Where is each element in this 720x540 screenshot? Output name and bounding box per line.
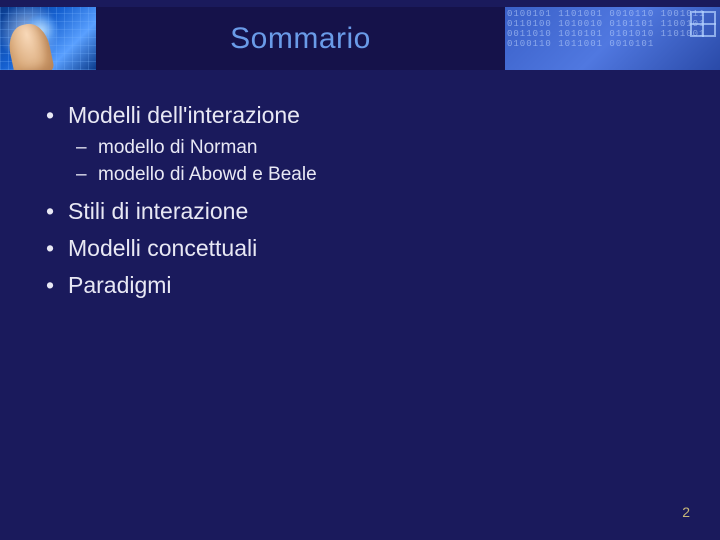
list-item: Paradigmi: [40, 270, 680, 301]
header-title-area: Sommario: [96, 7, 505, 70]
bullet-list: Modelli dell'interazione modello di Norm…: [40, 100, 680, 301]
slide: Sommario Modelli dell'interazione modell…: [0, 0, 720, 540]
list-item-text: Stili di interazione: [68, 198, 248, 224]
list-item: Modelli dell'interazione modello di Norm…: [40, 100, 680, 188]
list-item-text: Paradigmi: [68, 272, 172, 298]
list-item: Modelli concettuali: [40, 233, 680, 264]
list-item: modello di Norman: [68, 135, 680, 162]
page-number: 2: [682, 504, 690, 520]
list-item-text: Modelli dell'interazione: [68, 102, 300, 128]
list-item: modello di Abowd e Beale: [68, 162, 680, 189]
header-band: Sommario: [0, 7, 720, 70]
list-item-text: modello di Abowd e Beale: [98, 164, 317, 185]
list-item-text: modello di Norman: [98, 137, 257, 158]
list-item-text: Modelli concettuali: [68, 235, 257, 261]
list-item: Stili di interazione: [40, 196, 680, 227]
bullet-sublist: modello di Norman modello di Abowd e Bea…: [68, 135, 680, 188]
slide-title: Sommario: [230, 22, 371, 56]
header-left-decorative-image: [0, 7, 96, 70]
slide-content: Modelli dell'interazione modello di Norm…: [40, 100, 680, 307]
header-right-decorative-image: [505, 7, 720, 70]
